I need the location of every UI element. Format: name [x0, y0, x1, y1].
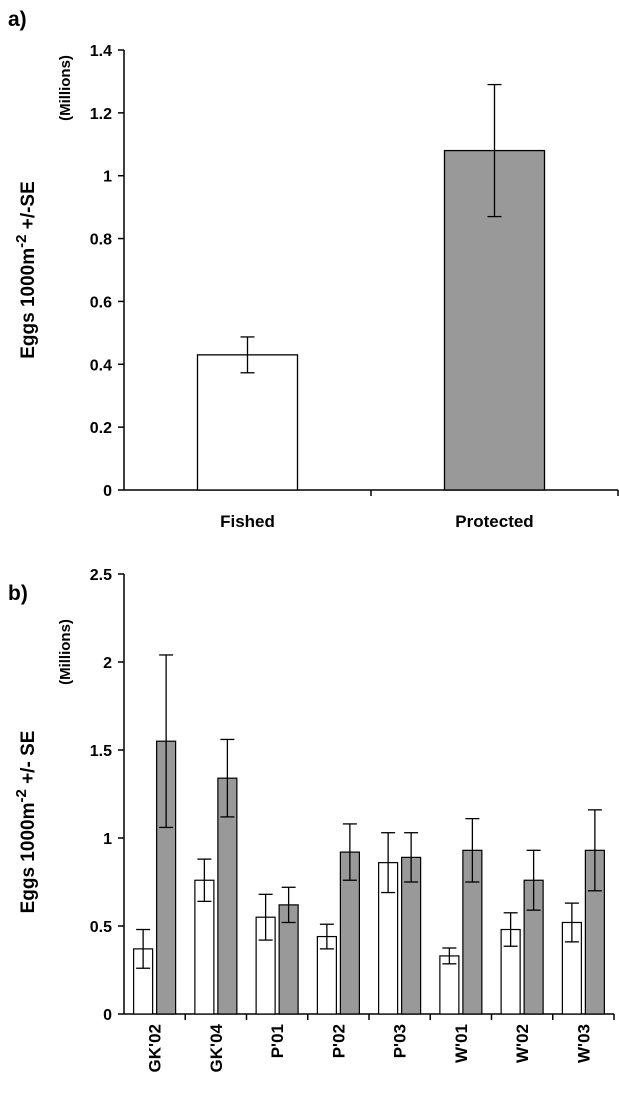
panel-b-category-label: P'02 — [329, 1024, 348, 1058]
panel-a-y-axis-label: Eggs 1000m-2 +/-SE — [13, 181, 39, 359]
panel-b-y-tick-label: 0 — [103, 1007, 112, 1024]
panel-b-category-label: P'01 — [268, 1024, 287, 1058]
panel-a-y-axis-unit: (Millions) — [57, 55, 74, 121]
panel-a-label: a) — [8, 8, 27, 31]
panel-b-category-label: P'03 — [391, 1024, 410, 1058]
panel-a-y-tick-label: 1.2 — [90, 106, 112, 123]
panel-b-y-axis-label-main: Eggs 1000m — [18, 803, 39, 914]
panel-b-bar — [439, 955, 460, 1015]
panel-a-y-tick-label: 0.2 — [90, 420, 112, 437]
panel-a-y-axis-label-main: Eggs 1000m — [18, 248, 39, 359]
panel-b-y-tick-label: 0.5 — [90, 919, 112, 936]
panel-b-category-label: W'02 — [513, 1024, 532, 1063]
panel-a-y-tick-label: 1 — [103, 169, 112, 186]
panel-a-y-axis-label-sup: -2 — [13, 235, 30, 248]
panel-a-y-tick-label: 0 — [103, 483, 112, 500]
panel-b-y-tick-label: 1.5 — [90, 743, 112, 760]
panel-b-y-tick-label: 1 — [103, 831, 112, 848]
panel-b-y-axis-label-sup: -2 — [13, 789, 30, 802]
panel-b-y-axis-unit: (Millions) — [57, 619, 74, 685]
panel-b-y-tick-label: 2.5 — [90, 567, 112, 584]
panel-b-label: b) — [8, 582, 28, 605]
panel-a-y-tick-label: 0.4 — [90, 357, 112, 374]
panel-b-category-label: W'01 — [452, 1024, 471, 1063]
panel-b-category-label: GK'02 — [146, 1024, 165, 1072]
panel-a-y-tick-label: 1.4 — [90, 43, 112, 60]
panel-a-chart: a) Eggs 1000m-2 +/-SE (Millions) 0 0.2 0.4… — [8, 8, 619, 531]
panel-a-y-tick-label: 0.8 — [90, 232, 112, 249]
panel-a-bar — [196, 354, 299, 491]
panel-b-category-label: GK'04 — [207, 1023, 226, 1072]
panel-b-y-tick-label: 2 — [103, 655, 112, 672]
panel-a-category-label: Fished — [220, 512, 275, 531]
panel-a-y-tick-label: 0.6 — [90, 294, 112, 311]
panel-a-y-axis-label-tail: +/-SE — [18, 181, 39, 234]
panel-b-category-label: W'03 — [574, 1024, 593, 1063]
panel-a-category-label: Protected — [455, 512, 533, 531]
panel-b-y-axis-label: Eggs 1000m-2 +/- SE — [13, 731, 39, 914]
panel-b-y-axis-label-tail: +/- SE — [18, 731, 39, 790]
panel-b-chart: b) Eggs 1000m-2 +/- SE (Millions) 0 0.5 1 1… — [8, 567, 615, 1072]
